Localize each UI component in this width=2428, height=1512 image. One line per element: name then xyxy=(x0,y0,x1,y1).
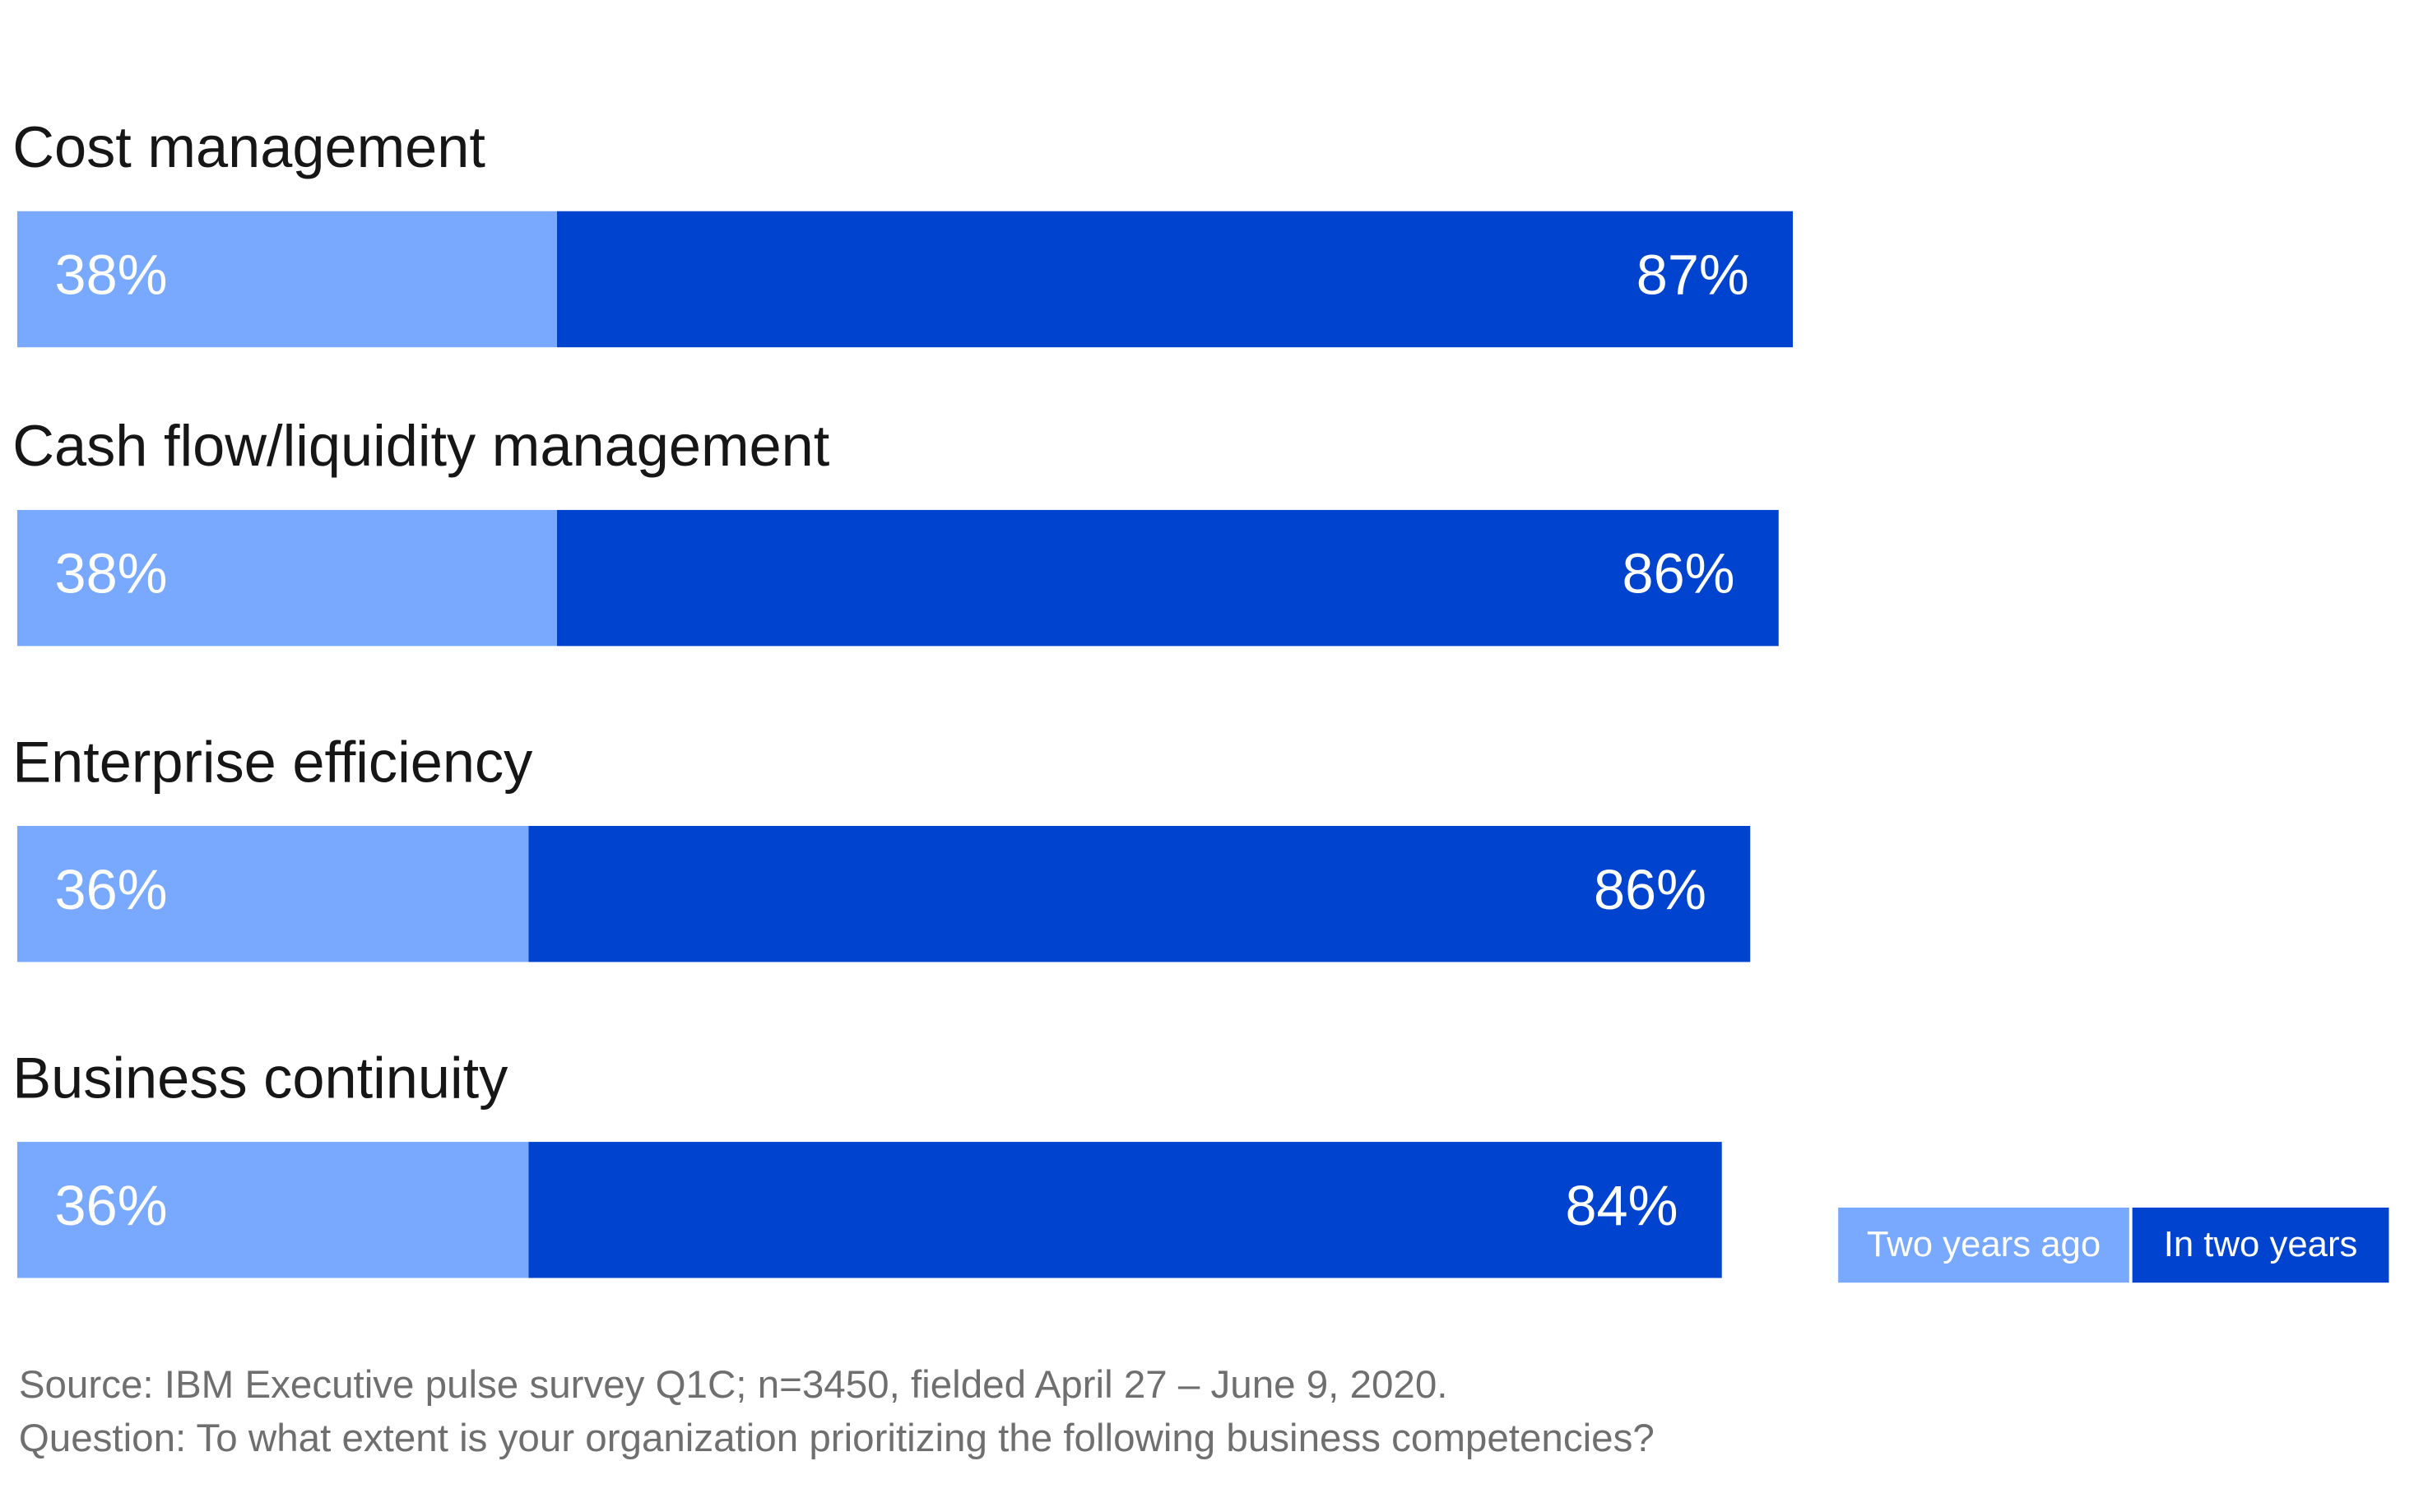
legend-label: In two years xyxy=(2164,1224,2358,1264)
bar-segment xyxy=(16,1142,529,1278)
value-label: 84% xyxy=(1565,1174,1678,1237)
bar-segment xyxy=(16,211,557,348)
category-label: Business continuity xyxy=(12,1045,508,1110)
question-line: Question: To what extent is your organiz… xyxy=(19,1417,1655,1460)
value-label: 36% xyxy=(55,858,168,921)
category-label: Enterprise efficiency xyxy=(12,729,533,794)
legend-swatch xyxy=(1838,1207,2129,1283)
value-label: 38% xyxy=(55,243,168,307)
value-label: 36% xyxy=(55,1174,168,1237)
value-label: 38% xyxy=(55,542,168,605)
source-line: Source: IBM Executive pulse survey Q1C; … xyxy=(19,1363,1448,1407)
bar-segment xyxy=(16,825,529,962)
legend-label: Two years ago xyxy=(1867,1224,2101,1264)
bar-segment xyxy=(528,825,1751,962)
value-label: 86% xyxy=(1623,542,1735,605)
bar-segment xyxy=(16,509,557,647)
bar-segment xyxy=(556,211,1794,348)
category-label: Cash flow/liquidity management xyxy=(12,413,830,478)
category-label: Cost management xyxy=(12,114,485,179)
value-label: 86% xyxy=(1594,858,1706,921)
bar-segment xyxy=(556,509,1779,647)
legend-swatch xyxy=(2132,1207,2389,1283)
value-label: 87% xyxy=(1636,243,1749,307)
bar-segment xyxy=(528,1142,1722,1278)
